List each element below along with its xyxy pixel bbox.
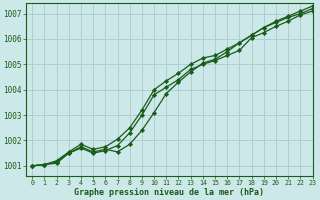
X-axis label: Graphe pression niveau de la mer (hPa): Graphe pression niveau de la mer (hPa) xyxy=(74,188,264,197)
